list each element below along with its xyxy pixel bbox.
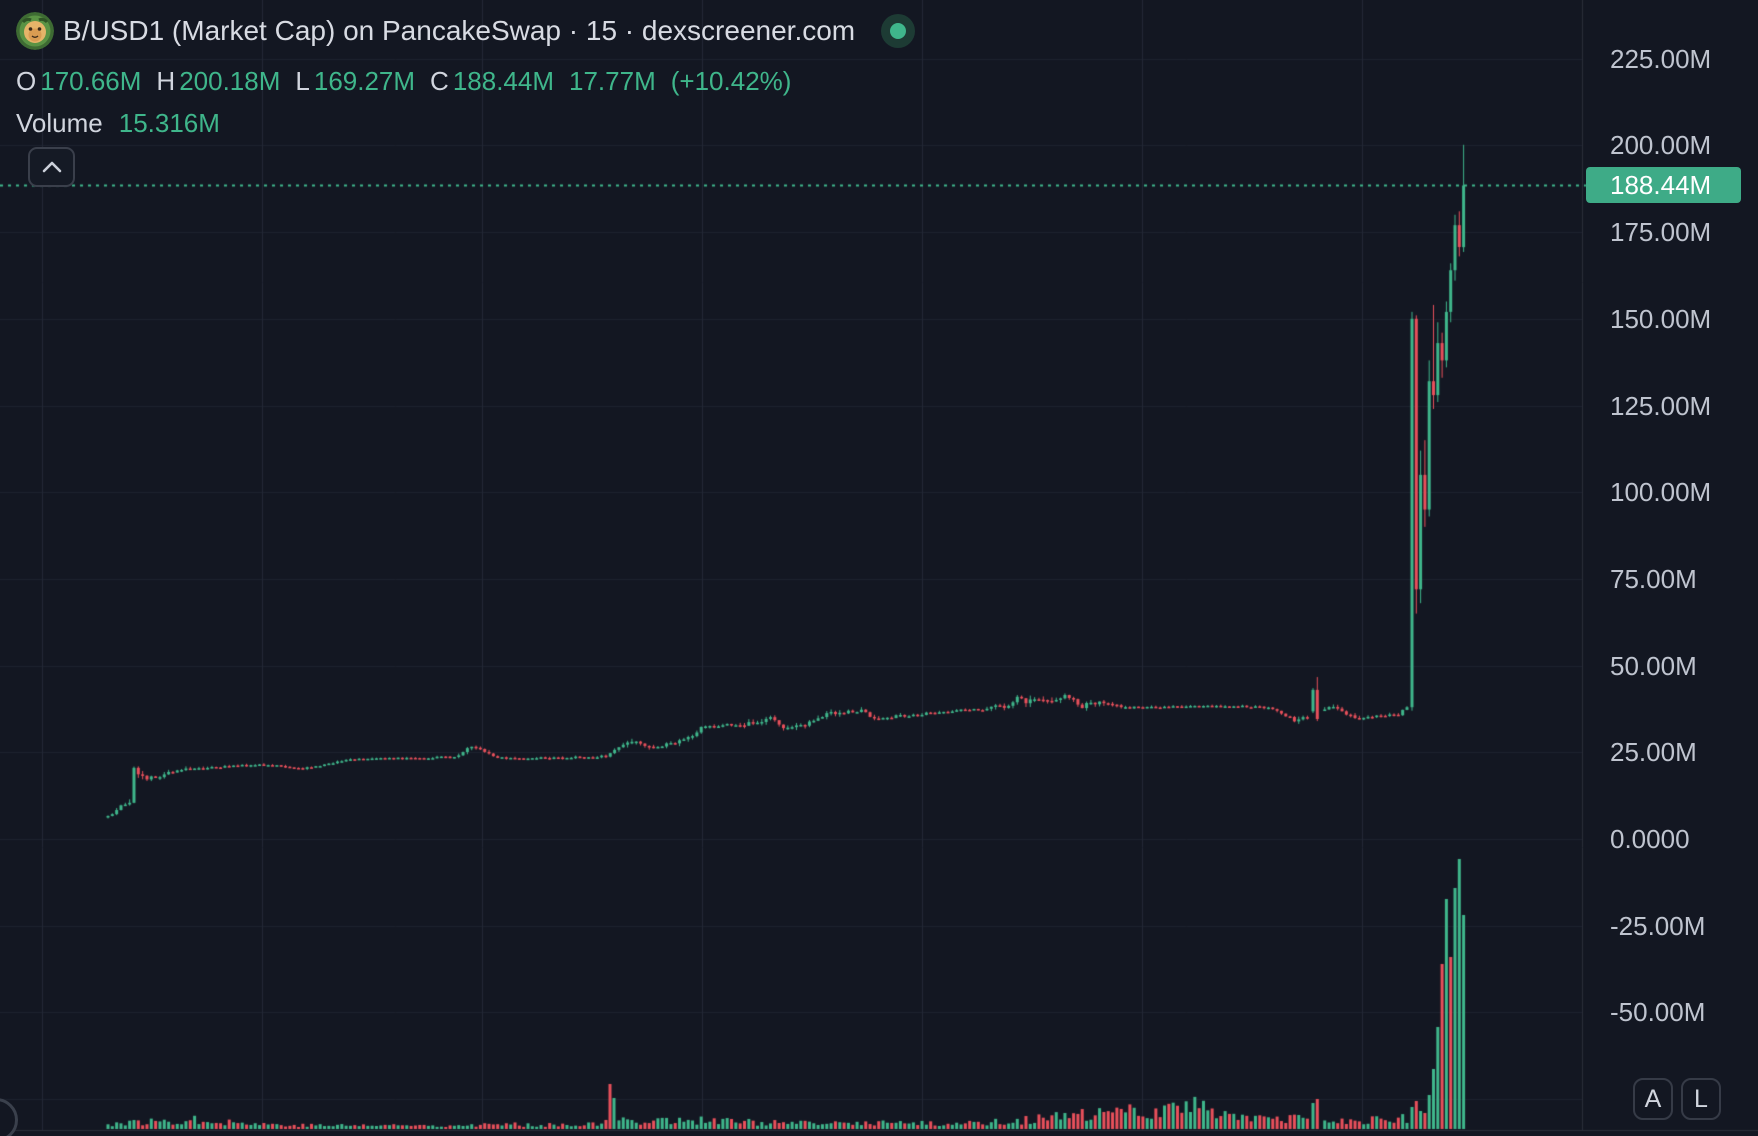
change-absolute: 17.77M [569,66,656,96]
volume-value: 15.316M [118,108,220,138]
y-axis-tick-label: 50.00M [1610,650,1697,681]
change-percent: (+10.42%) [670,66,792,96]
log-scale-button[interactable]: L [1681,1078,1721,1120]
y-axis-tick-label: 175.00M [1610,217,1712,248]
y-axis-tick-label: 225.00M [1610,43,1712,74]
y-axis-tick-label: 100.00M [1610,477,1712,508]
last-price-badge: 188.44M [1586,167,1741,204]
chart-legend: B/USD1 (Market Cap) on PancakeSwap · 15 … [16,10,916,139]
token-coin-icon [16,12,54,50]
y-axis-tick-label: 200.00M [1610,130,1712,161]
live-status-icon [881,14,916,48]
low-label: L [295,66,310,96]
chevron-up-icon [42,161,61,173]
legend-title-row: B/USD1 (Market Cap) on PancakeSwap · 15 … [16,10,916,52]
volume-label: Volume [16,108,103,138]
ohlc-row: O 170.66M H 200.18M L 169.27M C 188.44M 17.77M (+… [16,66,915,97]
close-label: C [430,66,449,96]
y-axis-tick-label: 75.00M [1610,563,1697,594]
y-axis-tick-label: 0.0000 [1610,824,1690,854]
live-status-dot [890,23,907,39]
low-value: 169.27M [313,66,416,96]
close-value: 188.44M [452,66,555,96]
high-label: H [156,66,176,96]
high-value: 200.18M [179,66,281,96]
auto-scale-button[interactable]: A [1633,1078,1673,1120]
y-axis-tick-label: 25.00M [1610,737,1697,768]
open-label: O [16,66,37,96]
price-scale[interactable]: 225.00M 200.00M 175.00M 150.00M 125.00M 100.0… [1582,0,1758,1130]
y-axis-tick-label: -50.00M [1610,997,1706,1028]
y-axis-tick-label: 150.00M [1610,303,1712,334]
volume-row: Volume 15.316M [16,108,915,139]
chart-title: B/USD1 (Market Cap) on PancakeSwap · 15 … [63,15,856,46]
y-axis-tick-label: 125.00M [1610,390,1712,421]
y-axis-tick-label: -25.00M [1610,910,1706,941]
legend-collapse-button[interactable] [28,147,75,187]
open-value: 170.66M [40,66,142,96]
